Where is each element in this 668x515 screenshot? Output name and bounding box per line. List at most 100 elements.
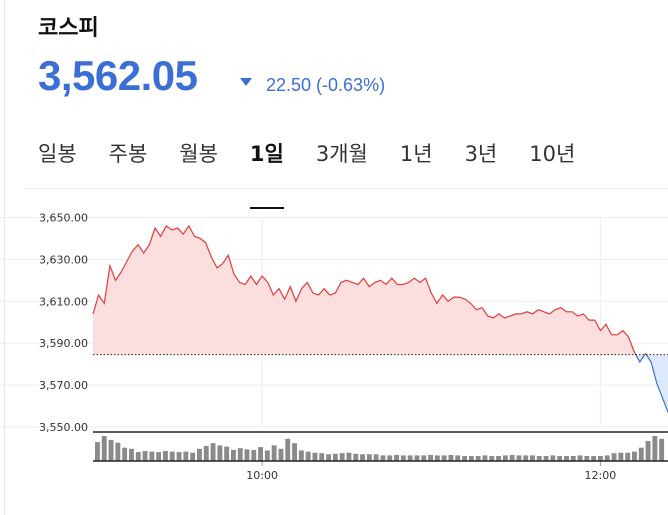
volume-bar — [298, 450, 304, 461]
volume-bar — [455, 455, 461, 461]
volume-bar — [353, 453, 359, 461]
volume-bar — [156, 452, 162, 461]
tab-3months[interactable]: 3개월 — [315, 142, 368, 166]
volume-bar — [584, 456, 590, 461]
volume-bar — [543, 456, 549, 461]
y-tick-label: 3,650.00 — [39, 211, 88, 224]
volume-bar — [326, 454, 331, 461]
volume-bar — [421, 455, 427, 461]
volume-bar — [237, 448, 243, 461]
volume-bar — [258, 447, 263, 461]
volume-bar — [217, 445, 223, 461]
volume-bar — [197, 448, 202, 461]
volume-bar — [536, 456, 542, 461]
area-fill-above — [93, 225, 668, 355]
volume-bar — [448, 454, 454, 461]
volume-bar — [360, 454, 365, 461]
volume-bar — [244, 449, 250, 461]
tab-monthly[interactable]: 월봉 — [179, 142, 218, 166]
volume-bar — [489, 456, 495, 461]
price-line-up — [92, 224, 647, 355]
volume-bar — [292, 443, 297, 461]
volume-bar — [530, 455, 535, 461]
volume-bar — [169, 451, 175, 461]
volume-bar — [210, 443, 216, 461]
period-tabs: 일봉 주봉 월봉 1일 3개월 1년 3년 10년 — [38, 138, 607, 209]
volume-bar — [190, 452, 196, 461]
volume-bar — [149, 451, 155, 461]
volume-bar — [251, 449, 257, 461]
stock-name: 코스피 — [38, 16, 99, 41]
volume-bar — [332, 453, 338, 461]
volume-bar — [305, 451, 311, 461]
volume-bar — [278, 448, 284, 461]
volume-bar — [135, 452, 141, 461]
volume-bar — [312, 452, 318, 461]
volume-bar — [659, 438, 665, 461]
volume-bar — [203, 446, 209, 461]
volume-bar — [475, 456, 481, 461]
volume-bar — [122, 447, 128, 461]
volume-bar — [625, 452, 631, 461]
volume-bar — [373, 454, 379, 461]
volume-bar — [414, 455, 420, 461]
volume-bar — [163, 451, 168, 461]
volume-bar — [577, 455, 583, 461]
volume-bar — [468, 456, 474, 461]
volume-bar — [496, 456, 501, 461]
tab-3years[interactable]: 3년 — [464, 142, 498, 166]
volume-bar — [502, 455, 508, 461]
tabs-divider — [24, 188, 668, 189]
volume-bar — [264, 450, 270, 461]
volume-bar — [285, 438, 291, 461]
y-tick-label: 3,610.00 — [39, 295, 88, 308]
volume-bar — [115, 442, 121, 461]
tab-daily[interactable]: 일봉 — [38, 142, 77, 166]
volume-bar — [570, 456, 576, 461]
volume-bar — [523, 455, 529, 461]
price-change: 22.50 (-0.63%) — [266, 75, 386, 95]
tab-10years[interactable]: 10년 — [529, 142, 576, 166]
volume-bar — [564, 456, 569, 461]
down-arrow-icon — [240, 78, 252, 86]
volume-bar — [652, 436, 658, 461]
volume-bar — [611, 453, 617, 461]
volume-bar — [176, 452, 182, 461]
volume-bar — [339, 453, 345, 461]
area-fill-below — [635, 354, 668, 413]
volume-bar — [142, 451, 148, 461]
volume-bar — [366, 454, 372, 461]
current-price: 3,562.05 — [38, 52, 198, 99]
volume-bar — [516, 455, 522, 461]
volume-bar — [394, 454, 399, 461]
tab-1year[interactable]: 1년 — [399, 142, 433, 166]
volume-bar — [428, 454, 433, 461]
volume-bar — [95, 442, 100, 461]
volume-bar — [101, 436, 107, 461]
volume-bar — [434, 455, 440, 461]
x-tick-label: 10:00 — [246, 469, 278, 482]
volume-bar — [271, 445, 277, 461]
tab-weekly[interactable]: 주봉 — [108, 142, 148, 166]
y-tick-label: 3,550.00 — [39, 421, 88, 434]
volume-bar — [231, 449, 236, 461]
volume-bar — [380, 455, 386, 461]
volume-bar — [346, 452, 352, 461]
volume-bar — [618, 452, 624, 461]
x-tick-label: 12:00 — [585, 469, 617, 482]
volume-bar — [598, 456, 603, 461]
volume-bar — [387, 455, 393, 461]
volume-bar — [108, 439, 114, 461]
volume-bar — [224, 446, 230, 461]
left-border — [4, 0, 5, 515]
y-tick-label: 3,570.00 — [39, 379, 88, 392]
y-tick-label: 3,590.00 — [39, 337, 88, 350]
y-tick-label: 3,630.00 — [39, 253, 88, 266]
tab-1day[interactable]: 1일 — [249, 138, 284, 209]
volume-bar — [645, 441, 651, 461]
volume-bar — [129, 448, 134, 461]
volume-bar — [400, 455, 406, 461]
volume-bar — [319, 453, 325, 461]
